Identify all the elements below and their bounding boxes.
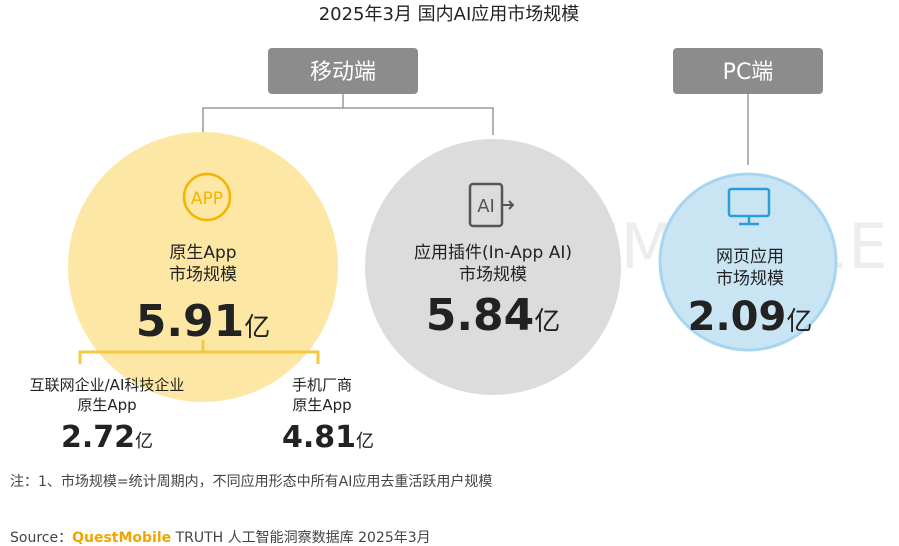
group-box xyxy=(673,48,823,94)
label: 网页应用 xyxy=(716,247,784,267)
label: 市场规模 xyxy=(169,265,237,285)
source: Source：QuestMobile TRUTH 人工智能洞察数据库 2025年… xyxy=(10,529,431,546)
value: 5.84亿 xyxy=(426,290,561,341)
label: 市场规模 xyxy=(459,265,527,285)
circle xyxy=(365,139,621,395)
icon xyxy=(503,200,515,210)
group-label: 移动端 xyxy=(310,60,376,85)
circle xyxy=(68,132,338,402)
value: 2.72亿 xyxy=(61,420,153,455)
value: 2.09 xyxy=(688,294,787,340)
source-rest: TRUTH 人工智能洞察数据库 2025年3月 xyxy=(171,529,431,546)
unit: 亿 xyxy=(244,313,270,343)
group-label: PC端 xyxy=(723,60,774,85)
circle xyxy=(658,172,838,352)
value: 5.91亿 xyxy=(136,296,271,347)
connectors xyxy=(202,94,749,165)
icon xyxy=(468,182,504,228)
label: 原生App xyxy=(169,243,236,263)
unit: 亿 xyxy=(356,431,374,452)
unit: 亿 xyxy=(786,307,812,337)
unit: 亿 xyxy=(135,431,153,452)
note: 注：1、市场规模=统计周期内，不同应用形态中所有AI应用去重活跃用户规模 xyxy=(10,473,492,490)
icon-text: APP xyxy=(191,189,223,209)
group-box xyxy=(268,48,418,94)
title: 2025年3月 国内AI应用市场规模 xyxy=(319,4,580,25)
label: 市场规模 xyxy=(716,269,784,289)
unit: 亿 xyxy=(534,307,560,337)
label: 应用插件(In-App AI) xyxy=(414,243,572,263)
value: 5.84 xyxy=(426,290,535,341)
icon-text: AI xyxy=(477,196,495,217)
label: 原生App xyxy=(77,396,136,414)
value: 2.72 xyxy=(61,420,135,455)
value: 2.09亿 xyxy=(688,294,813,340)
icon xyxy=(182,172,232,222)
source-brand: QuestMobile xyxy=(72,530,171,546)
value: 5.91 xyxy=(136,296,245,347)
bracket xyxy=(78,340,320,364)
source-prefix: Source： xyxy=(10,530,72,546)
icon xyxy=(727,187,771,226)
value: 4.81 xyxy=(282,420,356,455)
label: 手机厂商 xyxy=(292,376,352,394)
label: 原生App xyxy=(292,396,351,414)
value: 4.81亿 xyxy=(282,420,374,455)
label: 互联网企业/AI科技企业 xyxy=(30,376,185,394)
